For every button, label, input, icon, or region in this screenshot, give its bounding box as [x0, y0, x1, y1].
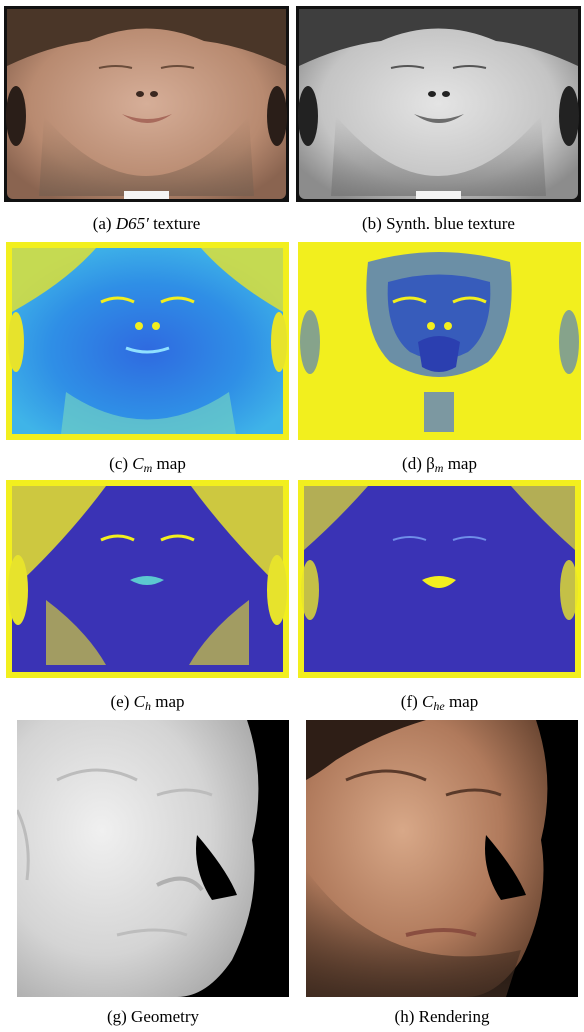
panel-d-bm-map — [298, 242, 581, 440]
caption-g-text: Geometry — [131, 1007, 200, 1026]
caption-f-label: (f) — [400, 692, 418, 711]
ch-map-image — [6, 480, 289, 678]
che-map-image — [298, 480, 581, 678]
d65-texture-image — [4, 6, 289, 202]
caption-g-label: (g) — [106, 1007, 127, 1026]
caption-h: (h) Rendering — [306, 1007, 578, 1027]
caption-c-sub: m — [143, 461, 153, 475]
caption-b-text: Synth. blue texture — [386, 214, 515, 233]
bm-map-image — [298, 242, 581, 440]
panel-a-d65-texture — [4, 6, 289, 202]
caption-e-sub: h — [144, 699, 151, 713]
caption-b-label: (b) — [362, 214, 382, 233]
caption-f-text: map — [448, 692, 479, 711]
caption-f-sub: he — [433, 699, 445, 713]
caption-c: (c) Cm map — [6, 454, 289, 476]
panel-f-che-map — [298, 480, 581, 678]
caption-a: (a) D65′ texture — [4, 214, 289, 234]
rendering-image — [306, 720, 578, 997]
caption-e-text: map — [155, 692, 185, 711]
panel-g-geometry — [17, 720, 289, 997]
panel-b-synth-blue-texture — [296, 6, 581, 202]
caption-d-sub: m — [434, 461, 444, 475]
caption-d: (d) βm map — [298, 454, 581, 476]
caption-b: (b) Synth. blue texture — [296, 214, 581, 234]
caption-d-label: (d) — [402, 454, 422, 473]
caption-c-label: (c) — [109, 454, 129, 473]
caption-h-text: Rendering — [418, 1007, 490, 1026]
panel-e-ch-map — [6, 480, 289, 678]
caption-f: (f) Che map — [298, 692, 581, 714]
caption-a-symbol: D65′ — [115, 214, 149, 233]
cm-map-image — [6, 242, 289, 440]
caption-d-text: map — [447, 454, 477, 473]
panel-c-cm-map — [6, 242, 289, 440]
caption-h-label: (h) — [394, 1007, 415, 1026]
caption-e: (e) Ch map — [6, 692, 289, 714]
caption-c-symbol: C — [132, 454, 144, 473]
panel-h-rendering — [306, 720, 578, 997]
caption-e-label: (e) — [110, 692, 130, 711]
caption-c-text: map — [156, 454, 186, 473]
geometry-image — [17, 720, 289, 997]
caption-a-label: (a) — [92, 214, 112, 233]
caption-a-text: texture — [153, 214, 201, 233]
caption-f-symbol: C — [422, 692, 434, 711]
caption-e-symbol: C — [133, 692, 145, 711]
caption-g: (g) Geometry — [17, 1007, 289, 1027]
caption-d-symbol: β — [426, 454, 435, 473]
synth-blue-texture-image — [296, 6, 581, 202]
